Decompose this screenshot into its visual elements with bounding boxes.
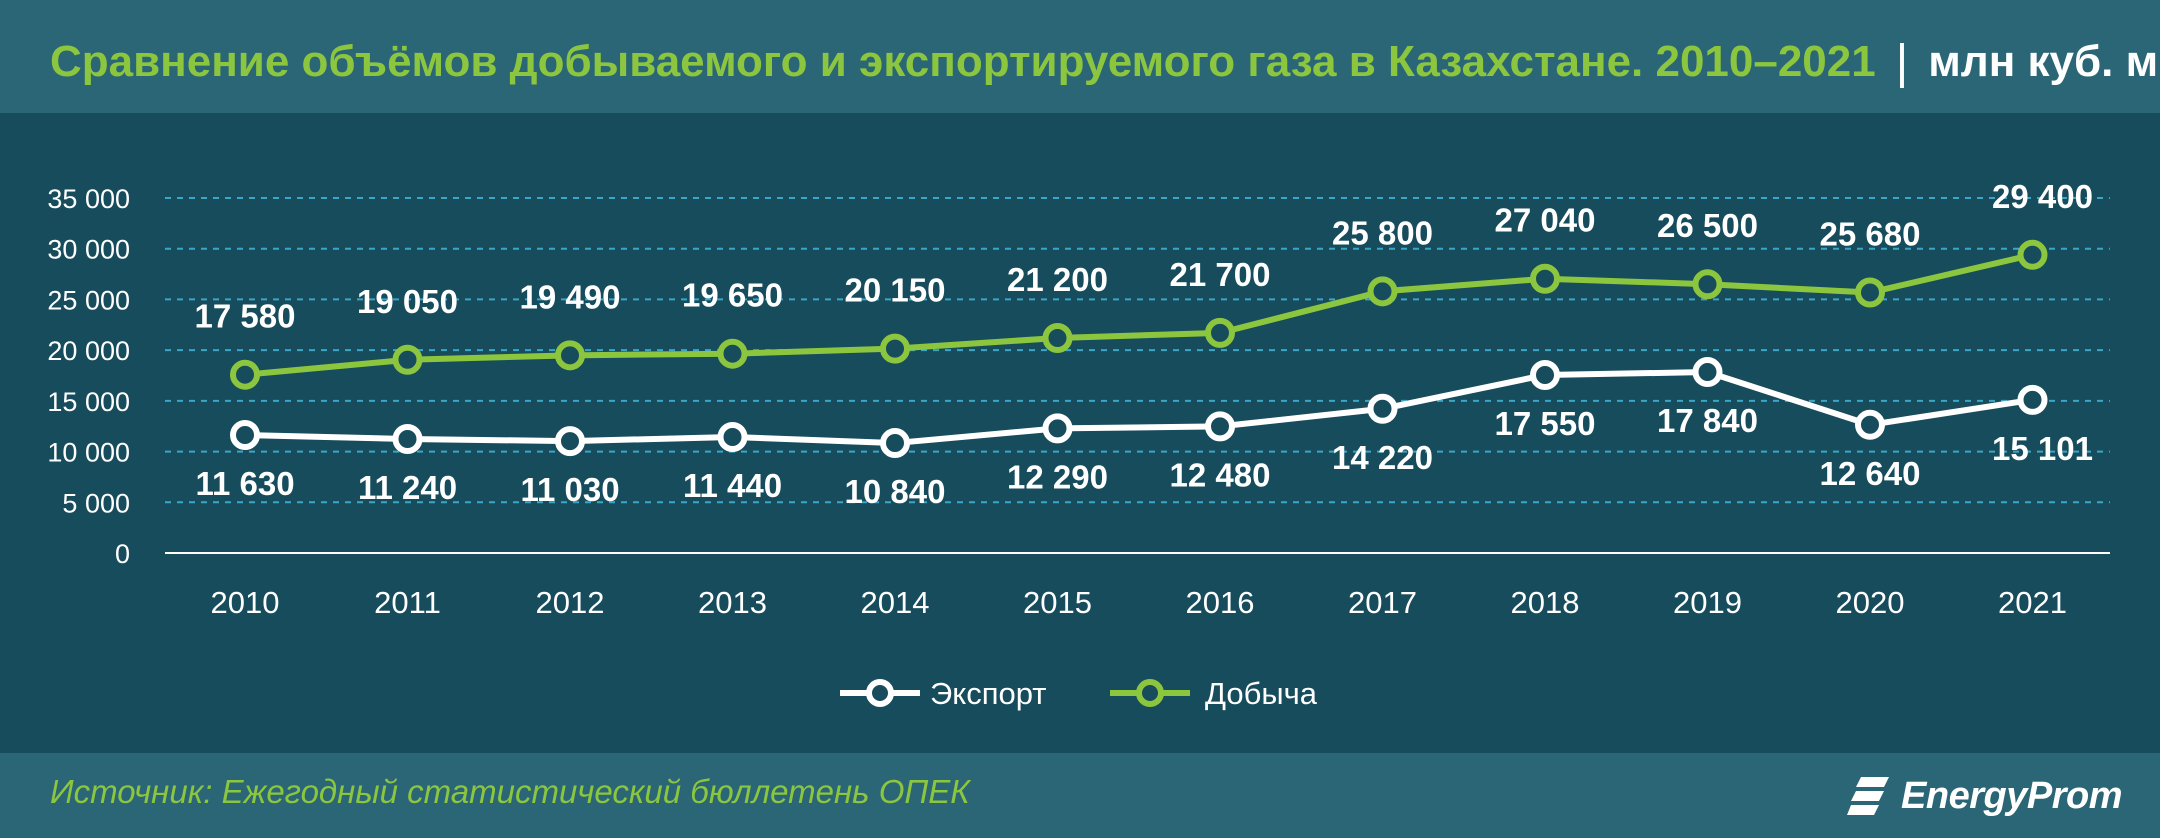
data-point (1367, 393, 1398, 424)
logo-icon (1847, 777, 1890, 815)
y-tick-label: 30 000 (47, 235, 130, 265)
line-chart: 0 5 000 10 000 15 000 20 000 25 000 30 000 35 0… (47, 178, 2110, 711)
data-point (880, 428, 910, 459)
data-label: 29 400 (1992, 178, 2093, 215)
data-label: 25 680 (1820, 216, 1921, 253)
x-tick-label: 2018 (1511, 585, 1580, 620)
y-tick-label: 20 000 (47, 336, 130, 366)
legend-label: Добыча (1205, 676, 1318, 711)
data-label: 15 101 (1992, 430, 2093, 467)
series-line (244, 251, 2034, 378)
data-label: 17 580 (195, 298, 296, 335)
data-point (2017, 384, 2048, 415)
data-label: 21 700 (1170, 256, 1271, 293)
x-tick-label: 2010 (211, 585, 280, 620)
data-label: 12 480 (1170, 456, 1271, 493)
logo-text: EnergyProm (1901, 774, 2122, 817)
x-tick-label: 2013 (698, 585, 767, 620)
x-tick-label: 2021 (1998, 585, 2067, 620)
series-line (244, 369, 2033, 447)
y-tick-label: 15 000 (47, 387, 130, 417)
data-label: 12 290 (1007, 458, 1108, 495)
y-tick-label: 25 000 (47, 285, 130, 315)
x-tick-label: 2016 (1186, 585, 1255, 620)
x-tick-label: 2014 (861, 585, 930, 620)
data-point (230, 359, 260, 390)
data-label: 10 840 (845, 473, 946, 510)
data-label: 27 040 (1495, 202, 1596, 239)
data-point (392, 423, 423, 454)
data-point (230, 420, 260, 451)
data-point (1855, 409, 1885, 440)
x-tick-label: 2020 (1836, 585, 1905, 620)
brand-logo: EnergyProm (1847, 767, 2122, 825)
data-label: 19 650 (682, 277, 783, 314)
x-tick-label: 2019 (1673, 585, 1742, 620)
data-point (392, 344, 423, 375)
y-tick-label: 5 000 (62, 488, 130, 518)
data-point (1692, 269, 1723, 300)
units-label: млн куб. м (1928, 37, 2159, 86)
x-tick-label: 2017 (1348, 585, 1417, 620)
x-tick-label: 2012 (536, 585, 605, 620)
header-bar: Сравнение объёмов добываемого и экспорти… (0, 0, 2160, 113)
data-label: 25 800 (1332, 214, 1433, 251)
y-tick-label: 0 (115, 539, 130, 569)
source-note: Источник: Ежегодный статистический бюлле… (50, 773, 970, 810)
data-point (1042, 413, 1073, 444)
data-label: 20 150 (845, 272, 946, 309)
chart-title: Сравнение объёмов добываемого и экспорти… (50, 37, 1876, 86)
data-label: 19 050 (357, 283, 458, 320)
data-point (555, 340, 585, 371)
x-tick-label: 2011 (374, 585, 441, 620)
data-point (1205, 411, 1235, 442)
legend-marker (1136, 679, 1164, 707)
data-point (717, 421, 748, 452)
footer-bar: Источник: Ежегодный статистический бюлле… (0, 753, 2160, 838)
title-separator: | (1895, 35, 1909, 89)
data-point (1692, 357, 1723, 388)
legend-label: Экспорт (930, 676, 1046, 711)
data-point (717, 338, 748, 369)
data-label: 11 240 (358, 469, 457, 506)
data-label: 11 440 (683, 467, 782, 504)
data-label: 11 630 (195, 465, 294, 502)
data-label: 12 640 (1820, 455, 1921, 492)
data-point (1855, 277, 1885, 308)
title-row: Сравнение объёмов добываемого и экспорти… (50, 32, 2158, 92)
data-label: 17 550 (1495, 405, 1596, 442)
data-label: 11 030 (520, 471, 619, 508)
data-point (1367, 276, 1398, 307)
chart-area (0, 113, 2160, 753)
data-point (1042, 322, 1073, 353)
y-tick-label: 35 000 (47, 184, 130, 214)
data-label: 21 200 (1007, 261, 1108, 298)
data-point (2017, 239, 2048, 270)
x-tick-label: 2015 (1023, 585, 1092, 620)
data-label: 14 220 (1332, 439, 1433, 476)
data-point (1205, 317, 1235, 348)
legend-marker (866, 679, 894, 707)
data-label: 17 840 (1657, 402, 1758, 439)
data-label: 26 500 (1657, 207, 1758, 244)
data-point (1530, 263, 1560, 294)
data-point (1530, 359, 1560, 390)
data-point (880, 333, 910, 364)
y-tick-label: 10 000 (47, 438, 130, 468)
data-point (555, 426, 585, 457)
data-label: 19 490 (520, 278, 621, 315)
